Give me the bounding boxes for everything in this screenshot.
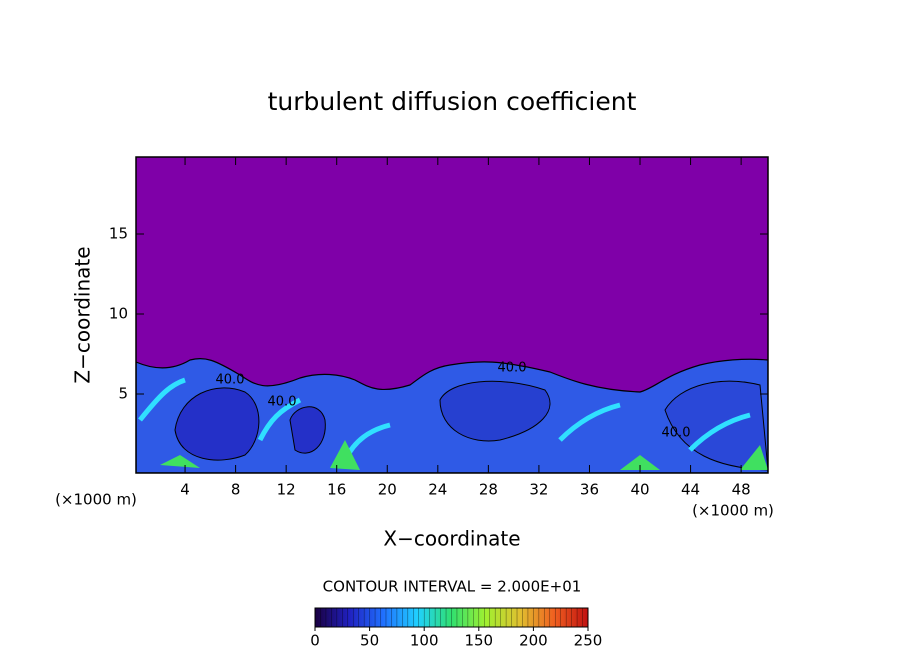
x-tick-label: 24 xyxy=(428,481,447,499)
colorbar-tick-label: 200 xyxy=(519,632,548,650)
x-tick-label: 48 xyxy=(732,481,751,499)
y-axis-label: Z−coordinate xyxy=(71,246,95,383)
x-tick-label: 28 xyxy=(479,481,498,499)
colorbar-tick-label: 250 xyxy=(574,632,603,650)
x-axis-label: X−coordinate xyxy=(383,527,520,551)
chart-title: turbulent diffusion coefficient xyxy=(268,87,637,116)
x-tick-label: 20 xyxy=(378,481,397,499)
core-blob xyxy=(664,380,768,471)
x-unit: (×1000 m) xyxy=(692,502,774,520)
colorbar-label: CONTOUR INTERVAL = 2.000E+01 xyxy=(323,578,582,596)
core-blob xyxy=(174,387,260,461)
x-tick-label: 12 xyxy=(277,481,296,499)
colorbar-tick-label: 0 xyxy=(310,632,320,650)
contour-label: 40.0 xyxy=(498,361,527,376)
x-tick-label: 44 xyxy=(681,481,700,499)
x-tick-label: 32 xyxy=(529,481,548,499)
plot-frame xyxy=(135,156,769,474)
x-tick-label: 16 xyxy=(327,481,346,499)
x-tick-label: 4 xyxy=(180,481,190,499)
x-unit: (×1000 m) xyxy=(55,491,137,509)
contour-label: 40.0 xyxy=(662,426,691,441)
y-tick-label: 5 xyxy=(118,385,128,403)
colorbar-tick-label: 50 xyxy=(360,632,379,650)
colorbar-tick-label: 100 xyxy=(410,632,439,650)
colorbar-tick-label: 150 xyxy=(464,632,493,650)
cyan-streak xyxy=(138,377,751,462)
x-tick-label: 8 xyxy=(231,481,241,499)
contour-label: 40.0 xyxy=(268,395,297,410)
x-tick-label: 40 xyxy=(630,481,649,499)
core-blob xyxy=(289,406,326,454)
y-tick-label: 10 xyxy=(109,305,128,323)
y-tick-label: 15 xyxy=(109,225,128,243)
turbulent-layer xyxy=(136,357,768,473)
contour-label: 40.0 xyxy=(216,373,245,388)
core-blob xyxy=(439,380,551,442)
x-tick-label: 36 xyxy=(580,481,599,499)
